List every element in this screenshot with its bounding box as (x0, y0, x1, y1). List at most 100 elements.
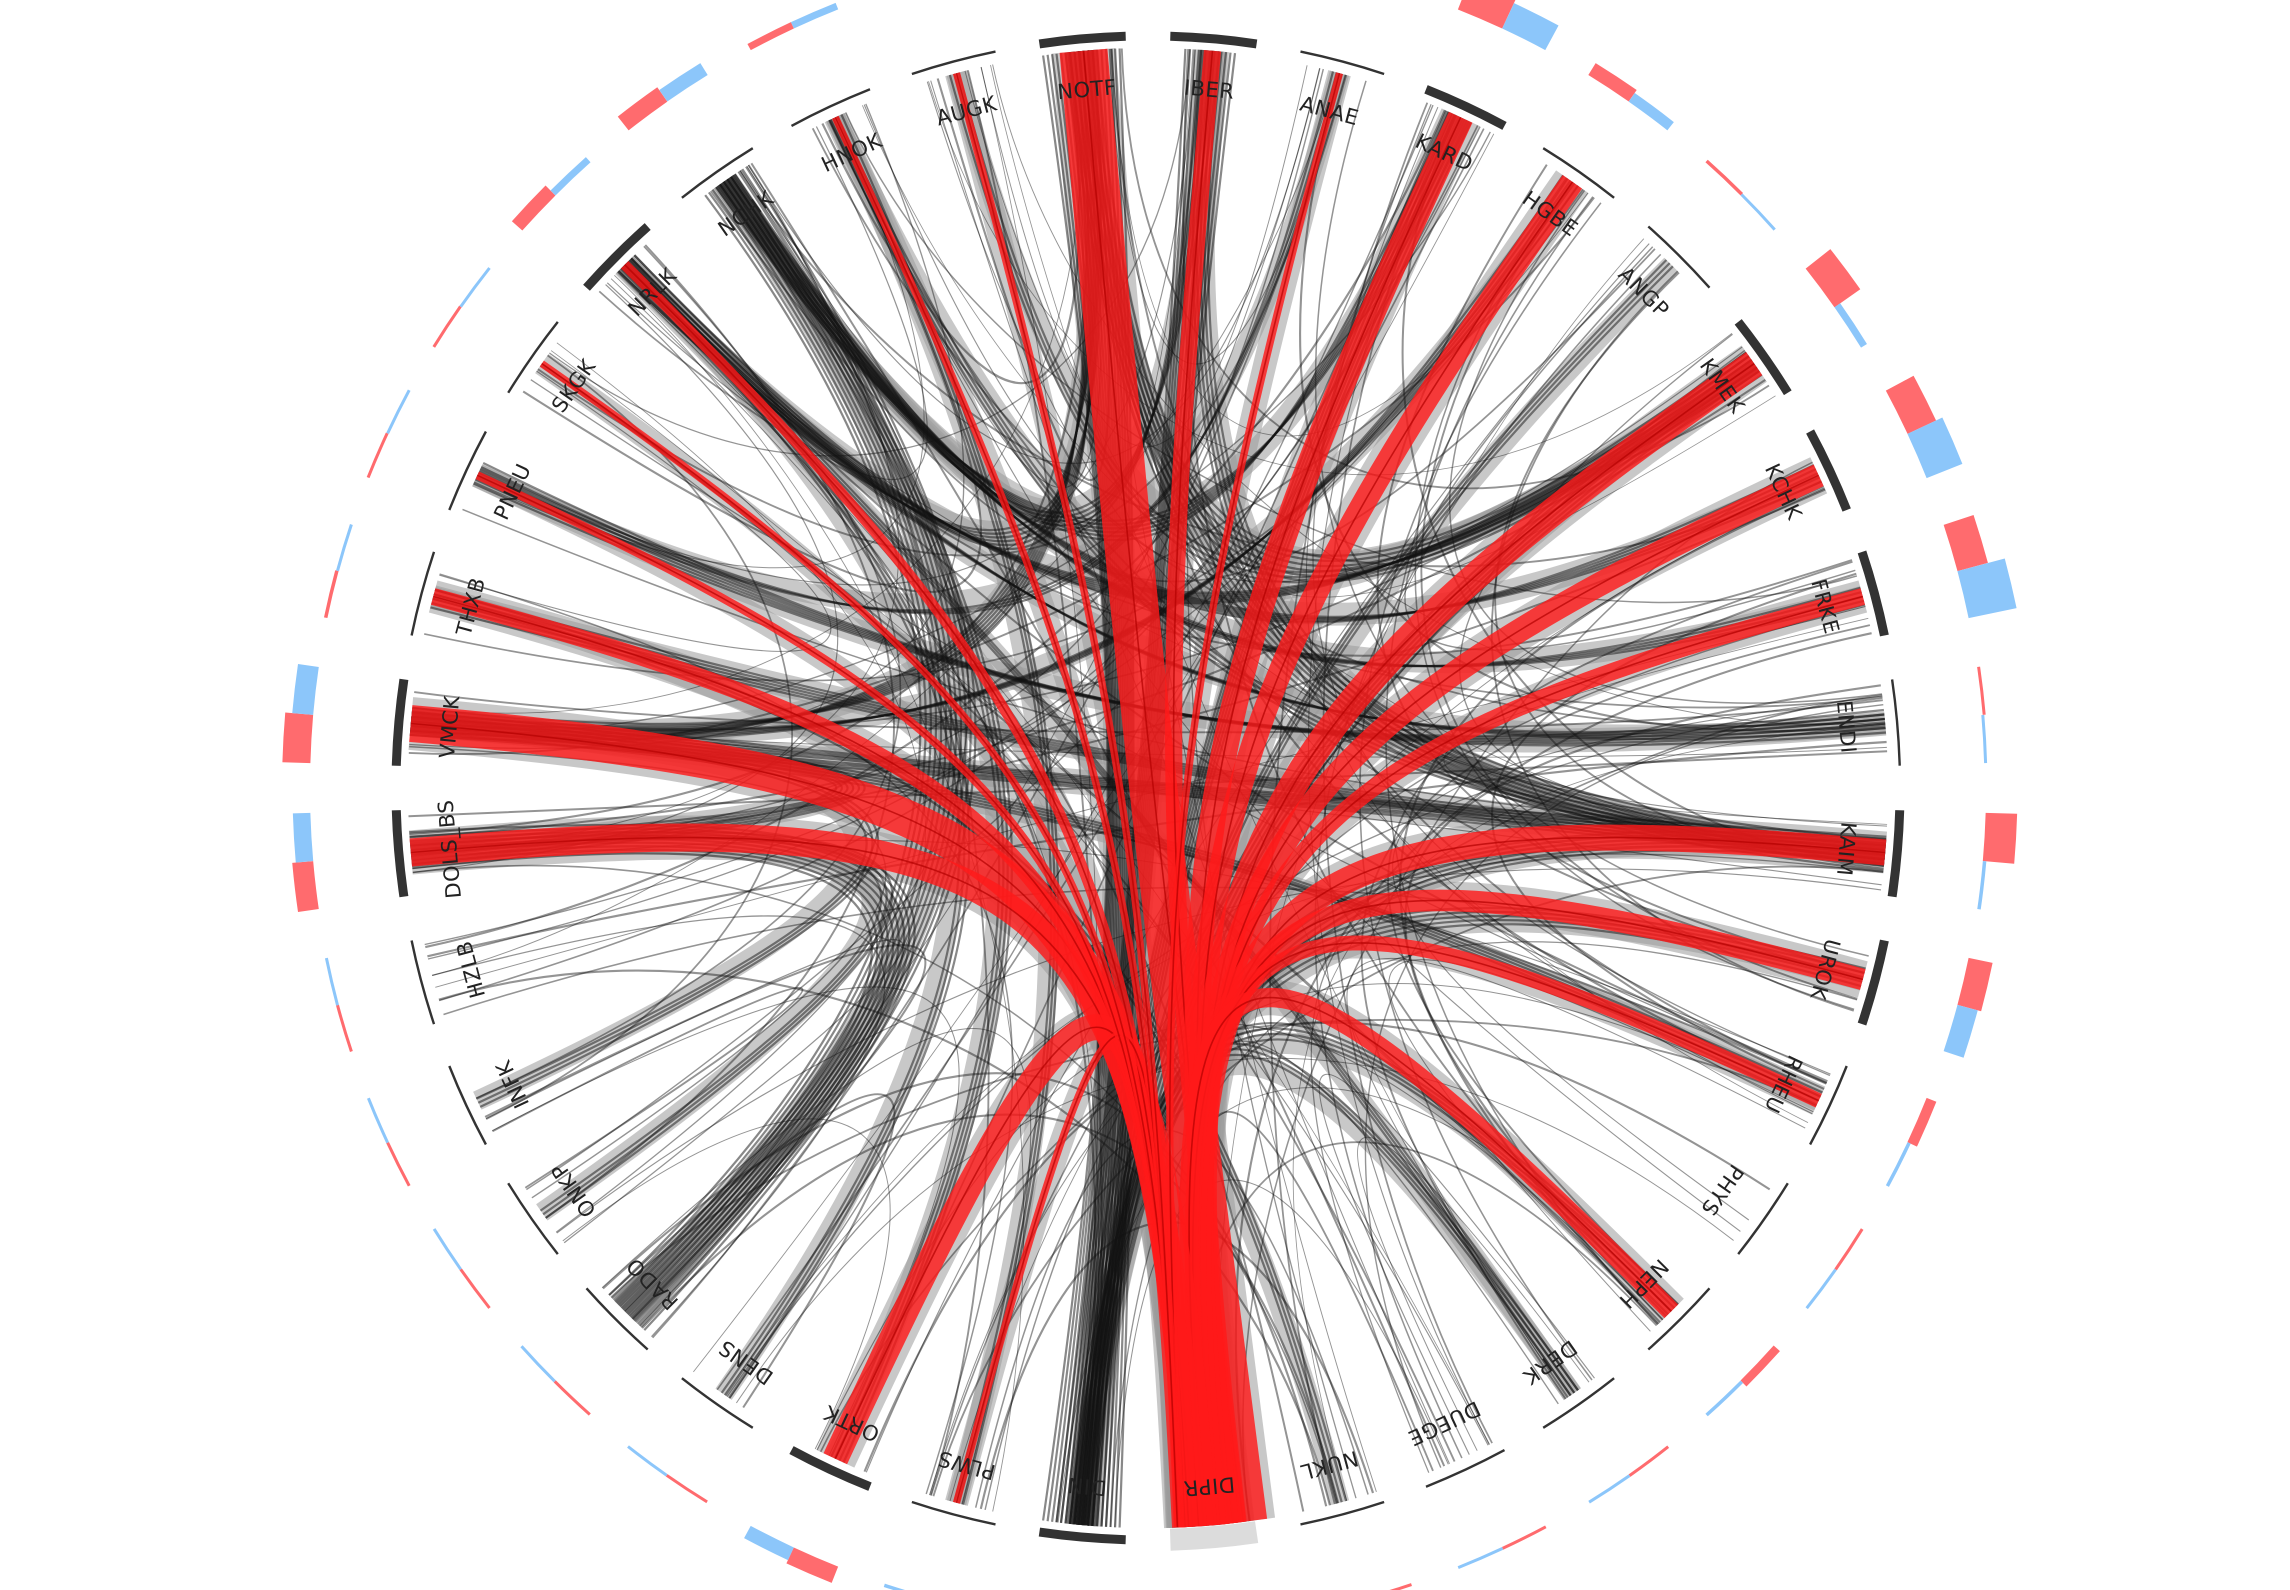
segment-nrlk[interactable] (583, 223, 651, 291)
link-anae-pneu (475, 73, 1343, 612)
link-rado-nchk (611, 191, 927, 1300)
segment-urok[interactable] (1857, 939, 1889, 1026)
segments (391, 31, 1905, 1551)
segment-endi[interactable] (1890, 679, 1901, 766)
link-thin (863, 104, 1743, 583)
link-thin (641, 1113, 1340, 1504)
segment-kchk[interactable] (1806, 429, 1851, 512)
segment-dipr[interactable] (1169, 1521, 1259, 1551)
segment-vmck[interactable] (391, 678, 409, 766)
segment-rado[interactable] (585, 1287, 649, 1351)
segment-nukl[interactable] (1300, 1500, 1385, 1526)
segment-kmek[interactable] (1734, 319, 1792, 396)
bar-red-rado (553, 1380, 591, 1416)
segment-dols_bs[interactable] (391, 810, 409, 898)
bar-red-kard (1457, 0, 1516, 29)
segment-skgk[interactable] (507, 321, 559, 394)
bar-red-hnok (747, 22, 794, 51)
outer-bars (282, 0, 2018, 1590)
bar-blue-dens (627, 1445, 668, 1477)
link-hgbe-vmck (411, 174, 1565, 731)
segment-augk[interactable] (911, 50, 996, 76)
bar-blue-phys (1805, 1268, 1837, 1310)
link-thin (845, 112, 1858, 604)
bar-blue-frke (1957, 558, 2017, 619)
bar-blue-nchk (659, 63, 708, 102)
bar-blue-vmck (292, 663, 319, 715)
bar-blue-thxb (336, 524, 353, 572)
segment-din[interactable] (1038, 1527, 1126, 1545)
segment-notf[interactable] (1038, 31, 1126, 49)
link-kmek-nrlk (633, 254, 1747, 605)
segment-label-dipr: DIPR (1182, 1472, 1236, 1500)
link-anae-pneu (479, 71, 1335, 615)
bar-blue-hgbe (1628, 92, 1674, 131)
link-kchk-nchk (731, 174, 1815, 624)
bar-red-pneu (366, 432, 389, 479)
segment-label-iber: IBER (1183, 76, 1235, 104)
segment-duege[interactable] (1425, 1449, 1506, 1488)
bar-red-vmck (282, 712, 314, 764)
segment-anae[interactable] (1300, 50, 1385, 76)
segment-label-vmck: VMCK (435, 694, 464, 759)
highlight-core (1169, 72, 1341, 1528)
link-frke-nchk (730, 176, 1861, 668)
link-thin (522, 119, 982, 593)
segment-label-notf: NOTF (1056, 75, 1117, 104)
bar-red-dols_bs (292, 861, 319, 913)
link-thin (992, 64, 1886, 725)
bar-red-skgk (432, 305, 462, 348)
segment-hzlb[interactable] (410, 940, 436, 1025)
link-thin (980, 65, 1308, 448)
segment-onkp[interactable] (507, 1182, 559, 1255)
bar-blue-urok (1943, 1004, 1978, 1058)
segment-kaim[interactable] (1887, 810, 1905, 898)
segment-pneu[interactable] (448, 430, 487, 511)
segment-thxb[interactable] (410, 551, 436, 636)
segment-phys[interactable] (1737, 1182, 1789, 1255)
link-thin (485, 939, 904, 1244)
link-thin (562, 1118, 891, 1450)
segment-derk[interactable] (1542, 1377, 1615, 1429)
segment-neph[interactable] (1647, 1287, 1711, 1351)
segment-kard[interactable] (1424, 85, 1507, 130)
segment-angp[interactable] (1647, 225, 1711, 289)
bar-blue-derk (1588, 1474, 1631, 1504)
segment-label-din: DIN (1066, 1473, 1108, 1500)
segment-iber[interactable] (1170, 31, 1258, 49)
bar-blue-angp (1740, 193, 1776, 231)
bar-red-thxb (323, 570, 339, 619)
segment-dens[interactable] (681, 1377, 754, 1429)
bar-red-neph (1740, 1345, 1780, 1387)
bar-blue-kmek (1834, 303, 1867, 348)
bar-blue-dols_bs (292, 812, 314, 863)
segment-ortk[interactable] (789, 1446, 872, 1491)
link-hgbe-vmck (411, 177, 1568, 733)
bar-blue-hzlb (324, 957, 339, 1006)
bar-red-angp (1705, 159, 1744, 196)
segment-label-phys: PHYS (1696, 1160, 1748, 1220)
link-kmek-nrlk (630, 257, 1750, 602)
link-rado-dols_bs (412, 852, 873, 1301)
segment-hnok[interactable] (790, 88, 871, 127)
bar-red-onkp (459, 1268, 491, 1309)
bar-blue-rheu (1885, 1142, 1911, 1187)
link-thin (1110, 48, 1827, 1085)
segment-frke[interactable] (1857, 550, 1889, 637)
bar-red-phys (1834, 1228, 1864, 1271)
bar-red-hgbe (1588, 63, 1637, 102)
bar-red-urok (1957, 957, 1993, 1012)
bar-red-endi (1977, 666, 1986, 715)
segment-nchk[interactable] (681, 147, 754, 199)
segment-hgbe[interactable] (1542, 147, 1615, 199)
bar-red-infk (386, 1141, 411, 1187)
segment-plws[interactable] (911, 1500, 996, 1526)
segment-rheu[interactable] (1809, 1065, 1848, 1146)
segment-label-endi: ENDI (1832, 699, 1861, 754)
link-endi-nrlk (620, 267, 1886, 741)
link-thin (492, 986, 804, 1189)
bar-blue-endi (1981, 714, 1988, 764)
segment-infk[interactable] (448, 1065, 487, 1146)
bar-red-kaim (1982, 812, 2018, 864)
